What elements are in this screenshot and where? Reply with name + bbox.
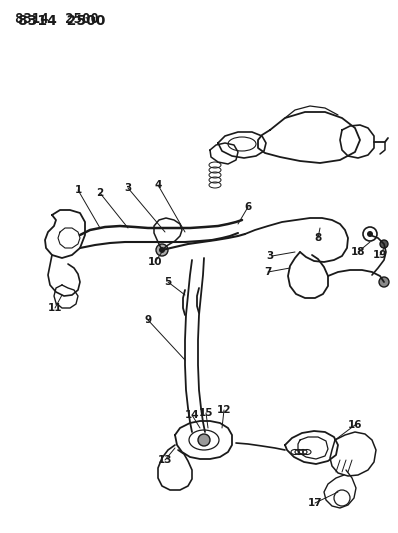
- Text: 17: 17: [308, 498, 322, 508]
- Text: 1: 1: [74, 185, 82, 195]
- Circle shape: [159, 247, 165, 253]
- Text: 16: 16: [348, 420, 362, 430]
- Text: 8314  2500: 8314 2500: [15, 12, 99, 26]
- Circle shape: [367, 231, 373, 237]
- Text: 18: 18: [351, 247, 365, 257]
- Text: 19: 19: [373, 250, 387, 260]
- Text: 7: 7: [264, 267, 272, 277]
- Text: 4: 4: [154, 180, 162, 190]
- Circle shape: [379, 277, 389, 287]
- Text: 14: 14: [185, 410, 199, 420]
- Text: 10: 10: [148, 257, 162, 267]
- Text: 11: 11: [48, 303, 62, 313]
- Text: 5: 5: [164, 277, 172, 287]
- Text: 15: 15: [199, 408, 213, 418]
- Text: 8314  2500: 8314 2500: [18, 14, 105, 28]
- Circle shape: [198, 434, 210, 446]
- Circle shape: [380, 240, 388, 248]
- Text: 2: 2: [96, 188, 103, 198]
- Text: 12: 12: [217, 405, 231, 415]
- Text: 6: 6: [244, 202, 252, 212]
- Text: 3: 3: [124, 183, 132, 193]
- Text: 9: 9: [144, 315, 152, 325]
- Text: 8: 8: [314, 233, 322, 243]
- Text: 13: 13: [158, 455, 172, 465]
- Text: 3: 3: [266, 251, 274, 261]
- Circle shape: [156, 244, 168, 256]
